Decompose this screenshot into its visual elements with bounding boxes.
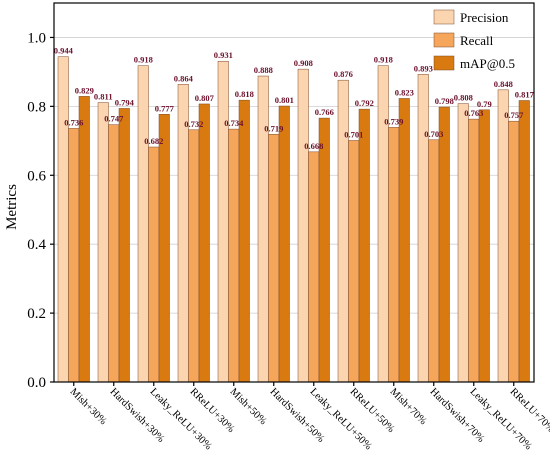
y-tick-label: 1.0 — [27, 30, 46, 46]
data-label: 0.794 — [115, 97, 135, 107]
data-label: 0.747 — [104, 114, 124, 124]
data-label: 0.701 — [344, 129, 363, 139]
bar-map-0-5 — [478, 109, 490, 383]
x-category-label: Mish+70% — [388, 386, 429, 427]
data-label: 0.703 — [424, 129, 443, 139]
data-label: 0.777 — [155, 103, 175, 113]
data-label: 0.736 — [64, 117, 83, 127]
x-category-labels: Mish+30% HardSwish+30%Leaky_ReLU+30%RReLU… — [68, 382, 550, 453]
y-tick-label: 0.2 — [27, 306, 46, 322]
bar-precision — [417, 74, 429, 383]
legend[interactable]: Precision Recall mAP@0.5 — [433, 9, 515, 71]
data-label: 0.807 — [195, 93, 215, 103]
x-category-label: Mish+30% — [68, 386, 109, 427]
y-tick-labels: 0.0 0.2 0.4 0.6 0.8 1.0 — [27, 30, 54, 391]
bar-recall — [188, 129, 200, 383]
data-label: 0.944 — [54, 46, 74, 56]
y-tick-label: 0.4 — [27, 237, 46, 253]
data-label: 0.823 — [395, 87, 414, 97]
bar-map-0-5 — [78, 96, 90, 383]
data-label: 0.817 — [515, 90, 535, 100]
data-label: 0.719 — [264, 123, 283, 133]
bar-recall — [508, 120, 520, 383]
data-label: 0.893 — [414, 63, 433, 73]
data-label: 0.918 — [134, 55, 153, 65]
x-category-label: Mish+50% — [228, 386, 269, 427]
data-label: 0.739 — [384, 116, 403, 126]
bar-map-0-5 — [518, 100, 530, 383]
axes-layer — [53, 2, 535, 383]
bar-recall — [148, 146, 160, 383]
bar-precision — [177, 84, 189, 383]
bar-map-0-5 — [278, 105, 290, 383]
data-label: 0.818 — [235, 89, 254, 99]
data-label: 0.79 — [477, 99, 492, 109]
legend-swatch — [433, 55, 455, 71]
bar-precision — [57, 56, 69, 383]
y-tick-label: 0.6 — [27, 168, 46, 184]
bar-precision — [377, 65, 389, 383]
bar-recall — [268, 134, 280, 383]
y-tick-label: 0.0 — [27, 375, 46, 391]
data-label: 0.757 — [504, 110, 524, 120]
legend-label: Recall — [460, 33, 494, 48]
y-axis-label: Metrics — [4, 184, 20, 230]
data-label: 0.908 — [294, 58, 313, 68]
bar-precision — [97, 102, 109, 383]
bar-precision — [497, 89, 509, 383]
bar-precision — [337, 79, 349, 383]
bar-recall — [228, 128, 240, 383]
data-label: 0.876 — [334, 69, 353, 79]
bar-map-0-5 — [198, 103, 210, 383]
data-labels-layer: 0.944 0.811 0.918 0.864 0.931 0.888 0.908 0.876… — [54, 46, 535, 151]
bar-precision — [457, 103, 469, 383]
data-label: 0.734 — [224, 118, 244, 128]
bar-map-0-5 — [158, 114, 170, 383]
bar-map-0-5 — [398, 98, 410, 383]
data-label: 0.888 — [254, 65, 273, 75]
grid-layer — [54, 37, 534, 314]
data-label: 0.864 — [174, 73, 194, 83]
legend-label: mAP@0.5 — [460, 56, 515, 71]
data-label: 0.682 — [144, 136, 163, 146]
bar-precision — [257, 75, 269, 383]
bar-map-0-5 — [438, 106, 450, 383]
plot-frame — [53, 2, 535, 383]
bar-map-0-5 — [318, 117, 330, 383]
y-tick-label: 0.8 — [27, 99, 46, 115]
bar-map-0-5 — [118, 108, 130, 383]
bar-recall — [428, 139, 440, 383]
bars-layer — [57, 56, 530, 383]
bar-recall — [388, 127, 400, 383]
bar-recall — [468, 118, 480, 383]
bar-map-0-5 — [358, 108, 370, 383]
bar-precision — [297, 68, 309, 383]
bar-recall — [108, 124, 120, 383]
data-label: 0.792 — [355, 98, 374, 108]
bar-map-0-5 — [238, 99, 250, 383]
data-label: 0.848 — [494, 79, 513, 89]
bar-recall — [348, 140, 360, 383]
bar-recall — [308, 151, 320, 383]
data-label: 0.798 — [435, 96, 454, 106]
bar-precision — [217, 60, 229, 383]
legend-swatch — [433, 9, 455, 25]
data-label: 0.918 — [374, 55, 393, 65]
data-label: 0.732 — [184, 119, 203, 129]
data-label: 0.808 — [454, 93, 473, 103]
data-label: 0.763 — [464, 108, 483, 118]
bar-precision — [137, 65, 149, 383]
data-label: 0.811 — [94, 92, 113, 102]
data-label: 0.931 — [214, 50, 233, 60]
legend-swatch — [433, 32, 455, 48]
data-label: 0.766 — [315, 107, 334, 117]
data-label: 0.829 — [75, 85, 94, 95]
data-label: 0.801 — [275, 95, 294, 105]
data-label: 0.668 — [304, 141, 323, 151]
legend-label: Precision — [460, 10, 509, 25]
bar-recall — [68, 128, 80, 383]
